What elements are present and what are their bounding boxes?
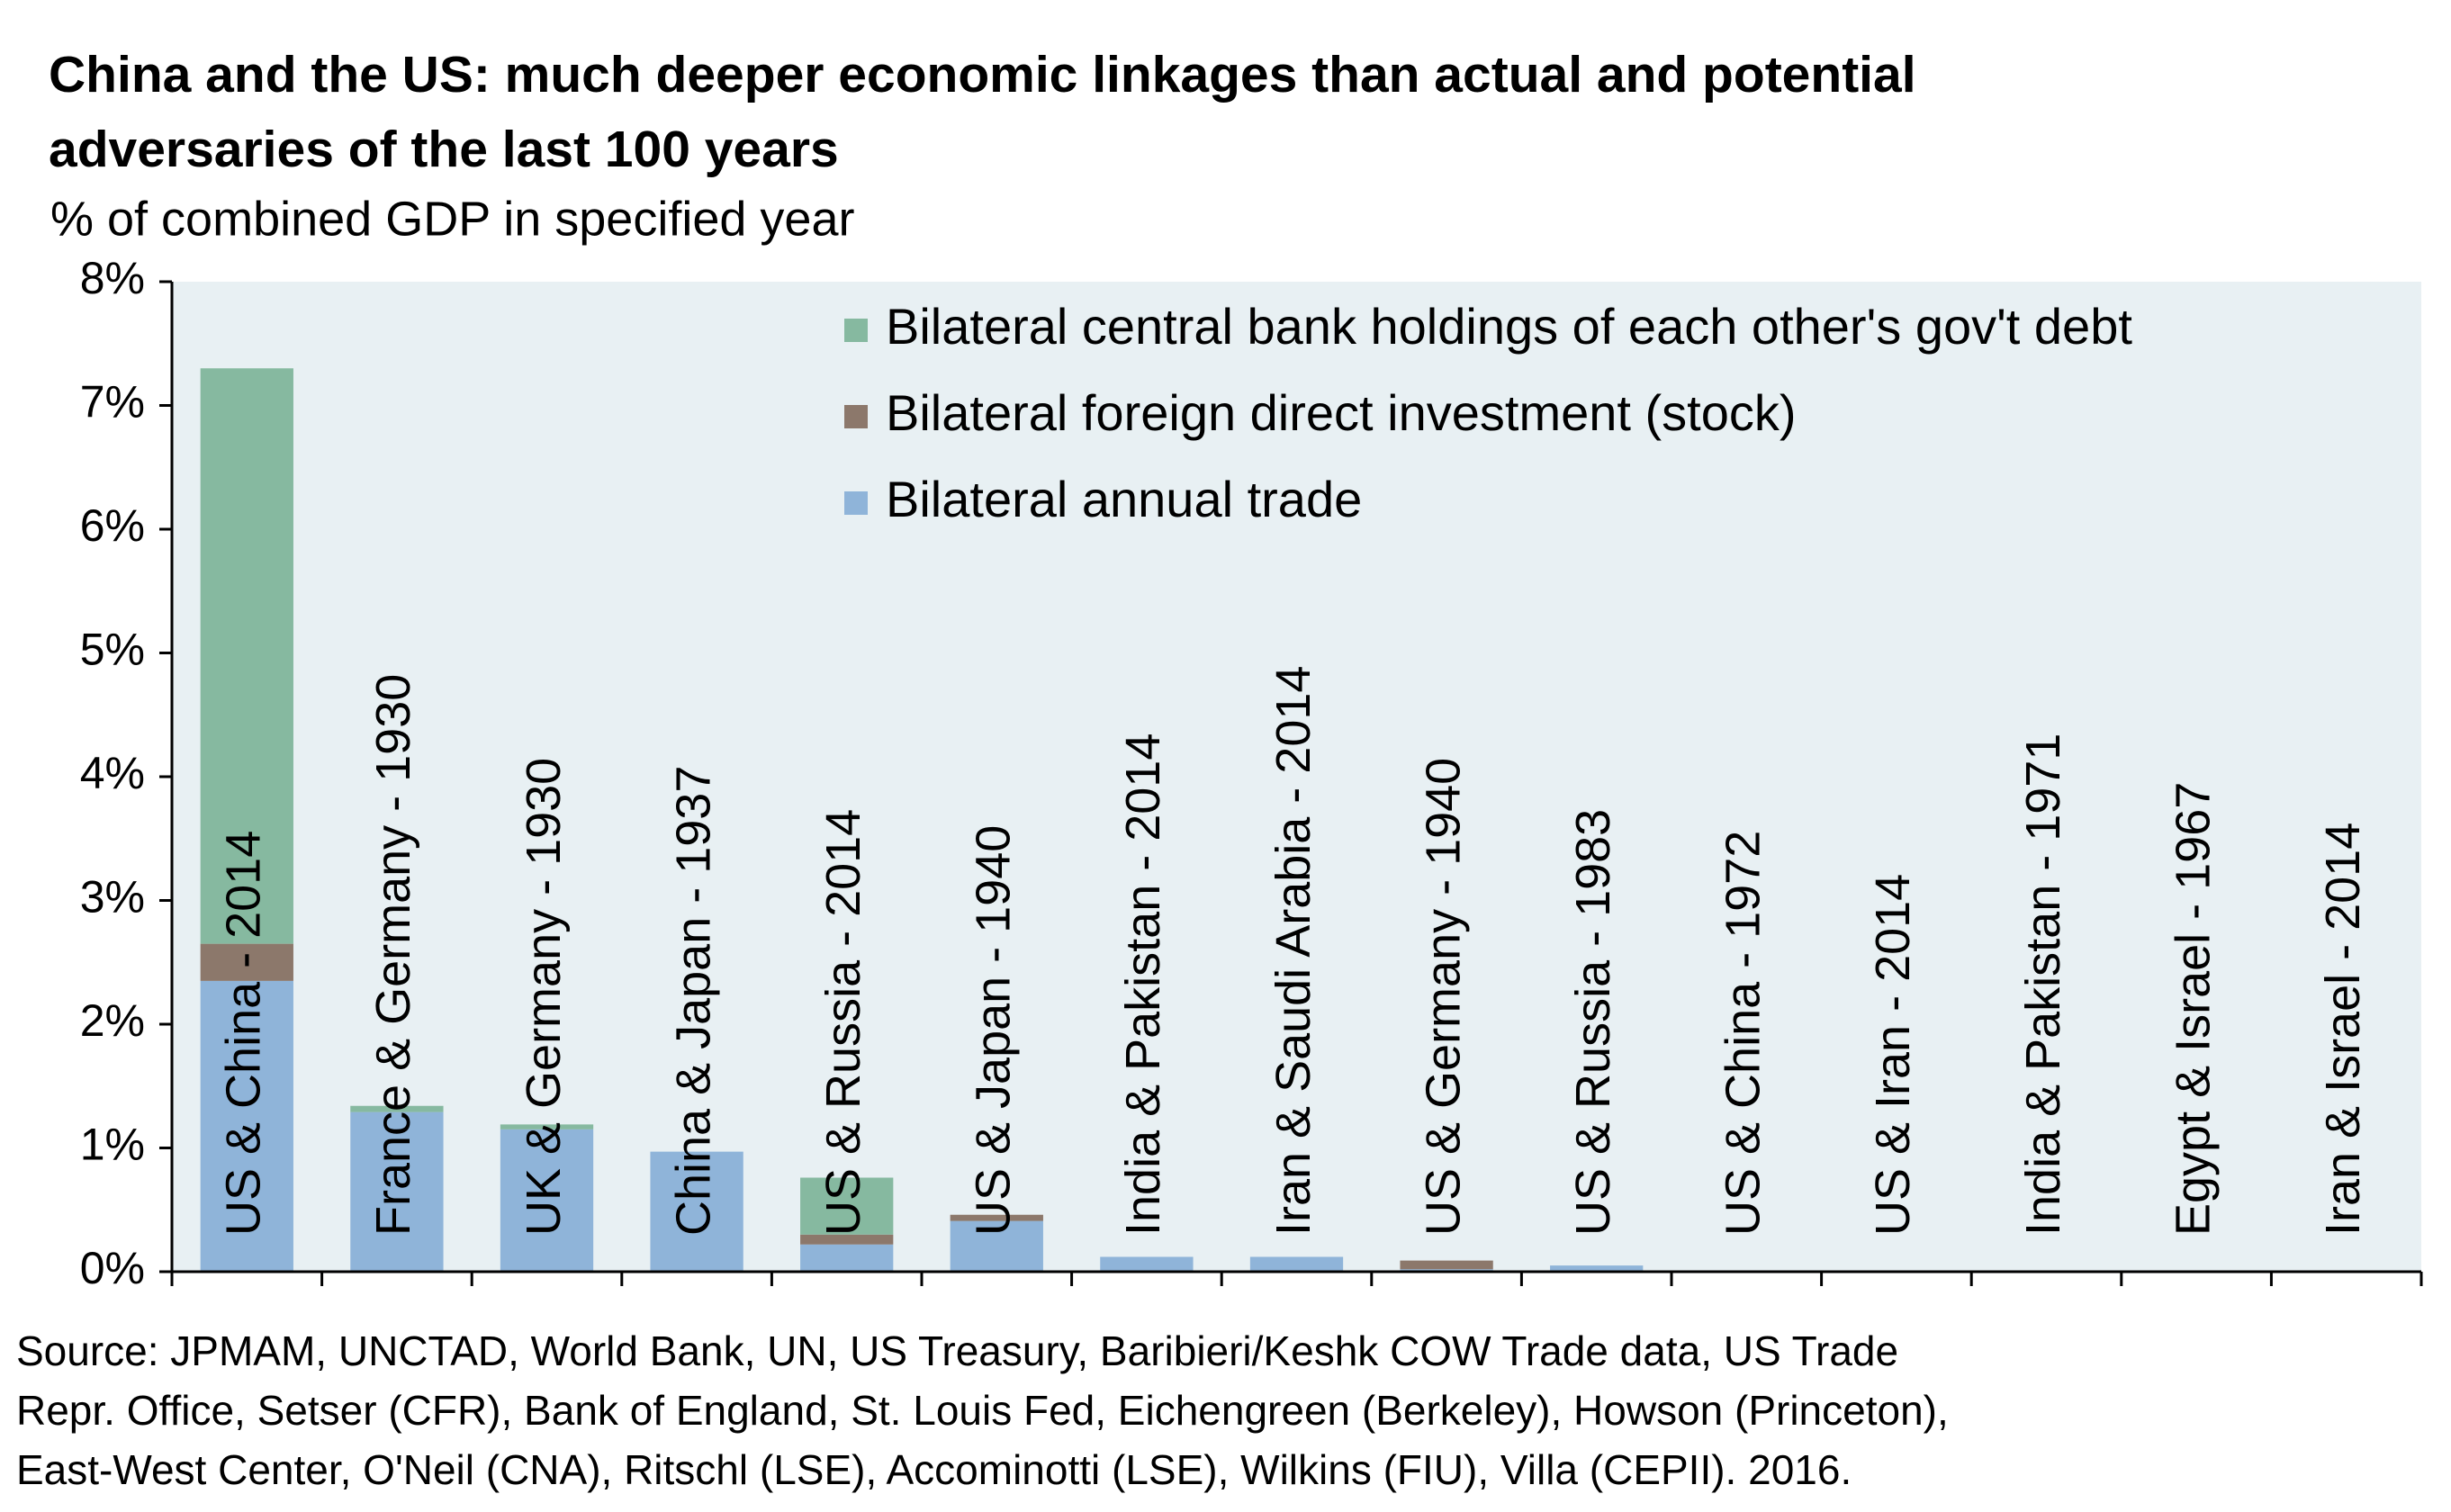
bar-segment — [800, 1244, 894, 1272]
category-label: US & Russia - 2014 — [816, 809, 870, 1236]
category-label: Iran & Saudi Arabia - 2014 — [1266, 666, 1320, 1236]
y-tick-label: 2% — [80, 995, 145, 1046]
category-label: China & Japan - 1937 — [666, 766, 720, 1236]
bar-segment — [350, 1112, 444, 1272]
y-tick-label: 7% — [80, 377, 145, 428]
source-note: Repr. Office, Setser (CFR), Bank of Engl… — [16, 1387, 1949, 1434]
chart-title: China and the US: much deeper economic l… — [49, 46, 1916, 104]
legend-swatch — [844, 491, 868, 515]
bar-segment — [950, 1214, 1043, 1221]
y-tick-label: 0% — [80, 1243, 145, 1293]
category-label: US & Japan - 1940 — [967, 825, 1021, 1236]
bar-segment — [200, 368, 293, 944]
bar-segment — [500, 1129, 594, 1272]
category-label: US & Germany - 1940 — [1416, 758, 1470, 1236]
bar-segment — [950, 1220, 1043, 1272]
bar-segment — [1550, 1265, 1644, 1272]
bar-segment — [350, 1105, 444, 1112]
category-label: US & Iran - 2014 — [1866, 874, 1920, 1236]
legend-swatch — [844, 319, 868, 342]
bar-segment — [1249, 1256, 1344, 1272]
y-tick-label: 1% — [80, 1120, 145, 1170]
legend-label: Bilateral annual trade — [886, 471, 1362, 527]
source-note: Source: JPMAM, UNCTAD, World Bank, UN, U… — [16, 1328, 1898, 1374]
source-note: East-West Center, O'Neil (CNA), Ritschl … — [16, 1446, 1852, 1493]
category-label: Iran & Israel - 2014 — [2316, 823, 2370, 1236]
category-label: US & China - 1972 — [1717, 831, 1771, 1236]
category-label: France & Germany - 1930 — [366, 674, 420, 1236]
bar-segment — [500, 1124, 594, 1130]
bar-segment — [800, 1234, 894, 1245]
bar-segment — [1100, 1256, 1194, 1272]
chart-title: adversaries of the last 100 years — [49, 121, 839, 178]
bar-segment — [200, 943, 293, 981]
category-label: India & Pakistan - 1971 — [2016, 734, 2070, 1236]
bar-segment — [800, 1177, 894, 1235]
y-tick-label: 6% — [80, 500, 145, 551]
category-label: US & China - 2014 — [217, 831, 271, 1236]
category-label: Egypt & Israel - 1967 — [2166, 782, 2220, 1236]
category-label: India & Pakistan - 2014 — [1116, 734, 1170, 1236]
plot-background — [172, 282, 2421, 1272]
chart-subtitle: % of combined GDP in specified year — [50, 192, 854, 246]
category-label: US & Russia - 1983 — [1566, 809, 1620, 1236]
bar-segment — [650, 1151, 743, 1272]
bar-segment — [200, 980, 293, 1272]
legend-label: Bilateral central bank holdings of each … — [886, 298, 2132, 355]
category-label: UK & Germany - 1930 — [517, 758, 571, 1236]
bar-segment — [1400, 1260, 1493, 1270]
legend-swatch — [844, 405, 868, 428]
legend-label: Bilateral foreign direct investment (sto… — [886, 384, 1797, 441]
y-tick-label: 5% — [80, 625, 145, 675]
y-tick-label: 4% — [80, 748, 145, 798]
y-tick-label: 8% — [80, 253, 145, 303]
y-tick-label: 3% — [80, 872, 145, 922]
